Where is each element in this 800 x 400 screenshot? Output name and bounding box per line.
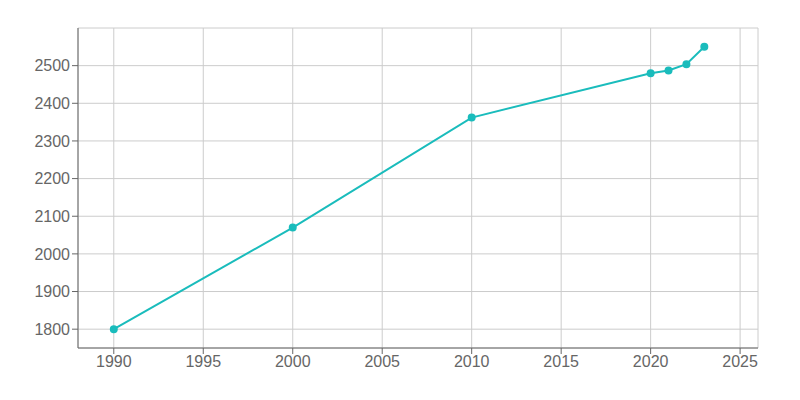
svg-text:1800: 1800 <box>34 321 70 338</box>
svg-text:1995: 1995 <box>185 353 221 370</box>
svg-text:2000: 2000 <box>34 246 70 263</box>
svg-text:2000: 2000 <box>275 353 311 370</box>
svg-text:2005: 2005 <box>364 353 400 370</box>
svg-text:1990: 1990 <box>96 353 132 370</box>
svg-text:2100: 2100 <box>34 208 70 225</box>
svg-text:2015: 2015 <box>543 353 579 370</box>
svg-text:2020: 2020 <box>633 353 669 370</box>
svg-text:2400: 2400 <box>34 95 70 112</box>
svg-text:2500: 2500 <box>34 57 70 74</box>
svg-text:2010: 2010 <box>454 353 490 370</box>
svg-text:2025: 2025 <box>722 353 758 370</box>
svg-text:2300: 2300 <box>34 133 70 150</box>
svg-text:2200: 2200 <box>34 170 70 187</box>
svg-text:1900: 1900 <box>34 283 70 300</box>
